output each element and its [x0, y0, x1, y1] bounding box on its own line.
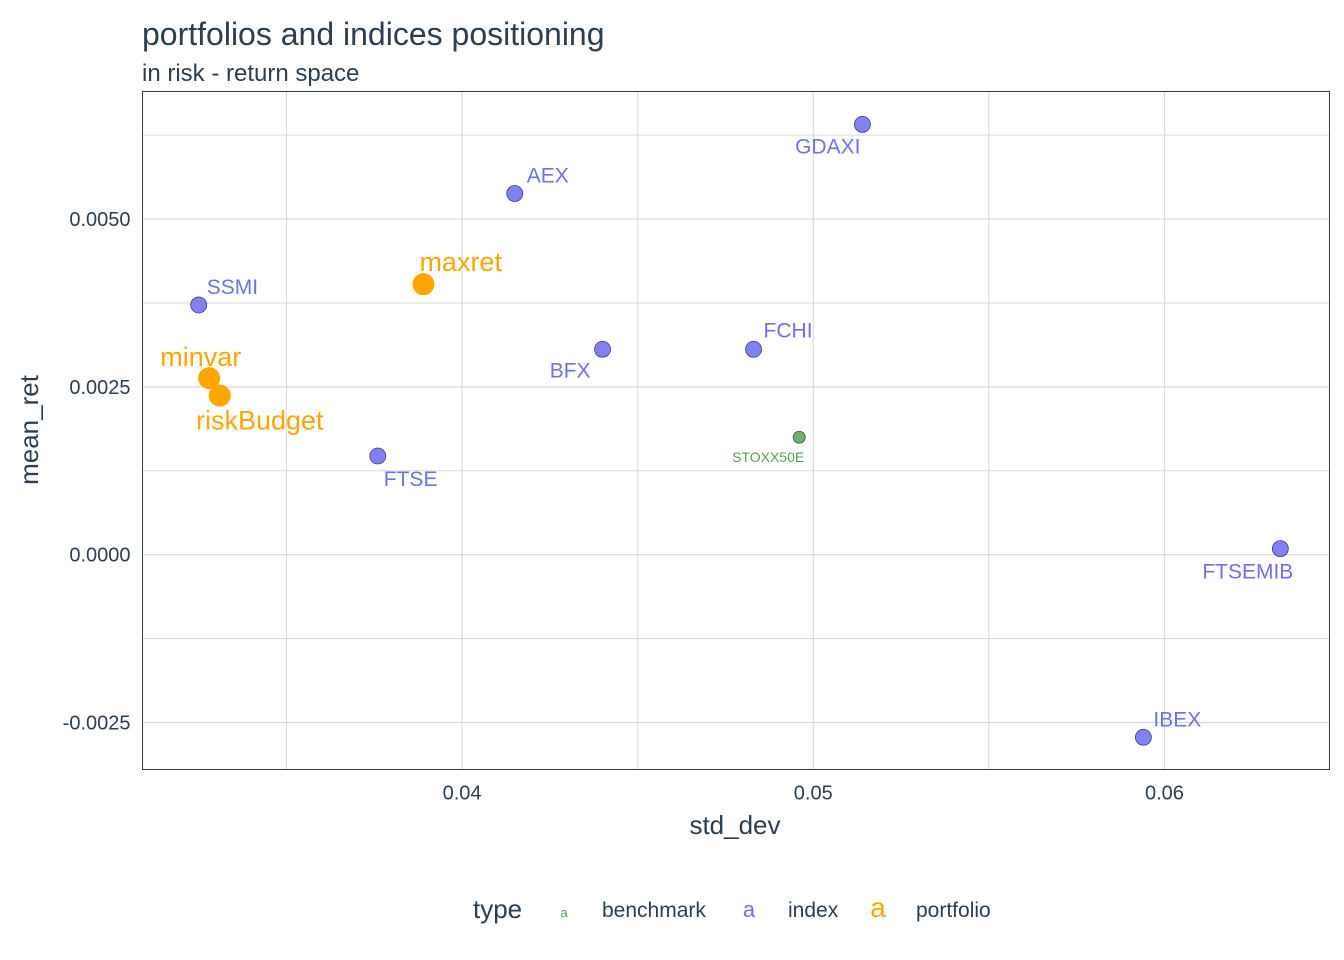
x-axis-ticks: 0.04 0.05 0.06 — [443, 783, 1184, 805]
point-label: minvar — [160, 342, 241, 372]
point-label: AEX — [527, 165, 569, 188]
index-point — [369, 447, 387, 465]
index-point — [190, 296, 208, 314]
point-label: FTSEMIB — [1202, 561, 1293, 584]
point-label: BFX — [550, 359, 591, 382]
portfolio-point — [198, 367, 221, 390]
point-label: FCHI — [764, 319, 813, 342]
point-label: FTSE — [384, 468, 438, 491]
grid — [142, 91, 1330, 770]
data-points — [190, 115, 1289, 746]
x-tick-label: 0.05 — [794, 783, 833, 805]
index-point — [745, 340, 762, 358]
y-axis-ticks: -0.0025 0.0000 0.0025 0.0050 — [63, 209, 131, 734]
legend-label-portfolio: portfolio — [916, 899, 991, 922]
legend: type a benchmark a index a portfolio — [473, 892, 991, 924]
plot-panel-border — [142, 91, 1330, 770]
point-label: maxret — [419, 247, 502, 277]
point-label: SSMI — [207, 276, 258, 299]
chart-subtitle: in risk - return space — [142, 60, 359, 87]
legend-label-benchmark: benchmark — [602, 899, 706, 922]
index-point — [506, 185, 524, 202]
point-label: STOXX50E — [732, 449, 804, 465]
legend-key-index: a — [743, 897, 756, 922]
index-point — [594, 340, 611, 358]
x-tick-label: 0.06 — [1145, 783, 1184, 805]
point-label: GDAXI — [795, 135, 860, 158]
legend-label-index: index — [788, 899, 839, 922]
chart-title: portfolios and indices positioning — [142, 16, 605, 52]
point-label: riskBudget — [196, 406, 324, 436]
legend-key-portfolio: a — [870, 892, 886, 923]
legend-key-benchmark: a — [560, 905, 568, 920]
legend-title: type — [473, 894, 522, 924]
index-point — [1134, 728, 1152, 746]
benchmark-point — [792, 430, 806, 444]
point-labels: SSMI FTSE AEX BFX FCHI GDAXI FTSEMIB IBEX STOXX5… — [160, 135, 1293, 731]
y-tick-label: 0.0025 — [69, 377, 130, 399]
portfolio-point — [208, 384, 231, 407]
y-axis-title: mean_ret — [14, 374, 44, 485]
portfolio-point — [412, 273, 435, 296]
x-tick-label: 0.04 — [443, 783, 482, 805]
y-tick-label: 0.0000 — [69, 545, 130, 567]
y-tick-label: 0.0050 — [69, 209, 130, 231]
y-tick-label: -0.0025 — [63, 713, 131, 735]
index-point — [1271, 540, 1289, 558]
x-axis-title: std_dev — [689, 810, 780, 840]
index-point — [854, 115, 871, 133]
point-label: IBEX — [1153, 708, 1201, 731]
